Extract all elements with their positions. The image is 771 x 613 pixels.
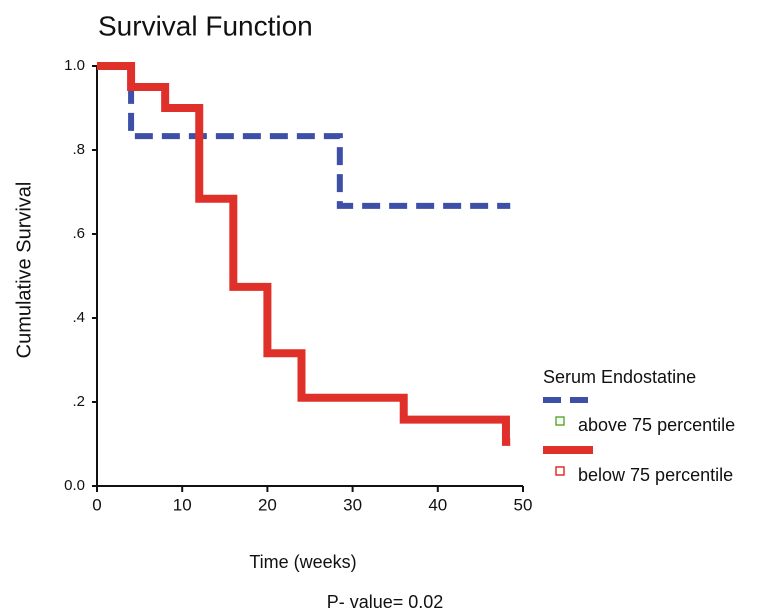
x-tick-label: 40 xyxy=(428,495,447,514)
y-tick-label: 1.0 xyxy=(64,57,85,74)
legend-label: below 75 percentile xyxy=(578,465,733,485)
y-tick-label: .2 xyxy=(72,393,85,410)
x-tick-label: 50 xyxy=(514,495,533,514)
y-tick-label: .8 xyxy=(72,141,85,158)
y-tick-label: .4 xyxy=(72,309,85,326)
y-tick-label: 0.0 xyxy=(64,477,85,494)
y-tick-label: .6 xyxy=(72,225,85,242)
legend-label: above 75 percentile xyxy=(578,415,735,435)
footnote: P- value= 0.02 xyxy=(327,592,444,612)
legend-marker xyxy=(555,466,565,476)
chart-title: Survival Function xyxy=(98,10,313,41)
x-axis-label: Time (weeks) xyxy=(249,552,356,572)
x-tick-label: 10 xyxy=(173,495,192,514)
legend-title: Serum Endostatine xyxy=(543,367,696,387)
x-tick-label: 30 xyxy=(343,495,362,514)
x-tick-label: 20 xyxy=(258,495,277,514)
survival-line xyxy=(97,62,511,446)
x-tick-label: 0 xyxy=(92,495,101,514)
legend-marker xyxy=(555,416,565,426)
y-axis-label: Cumulative Survival xyxy=(13,182,35,359)
